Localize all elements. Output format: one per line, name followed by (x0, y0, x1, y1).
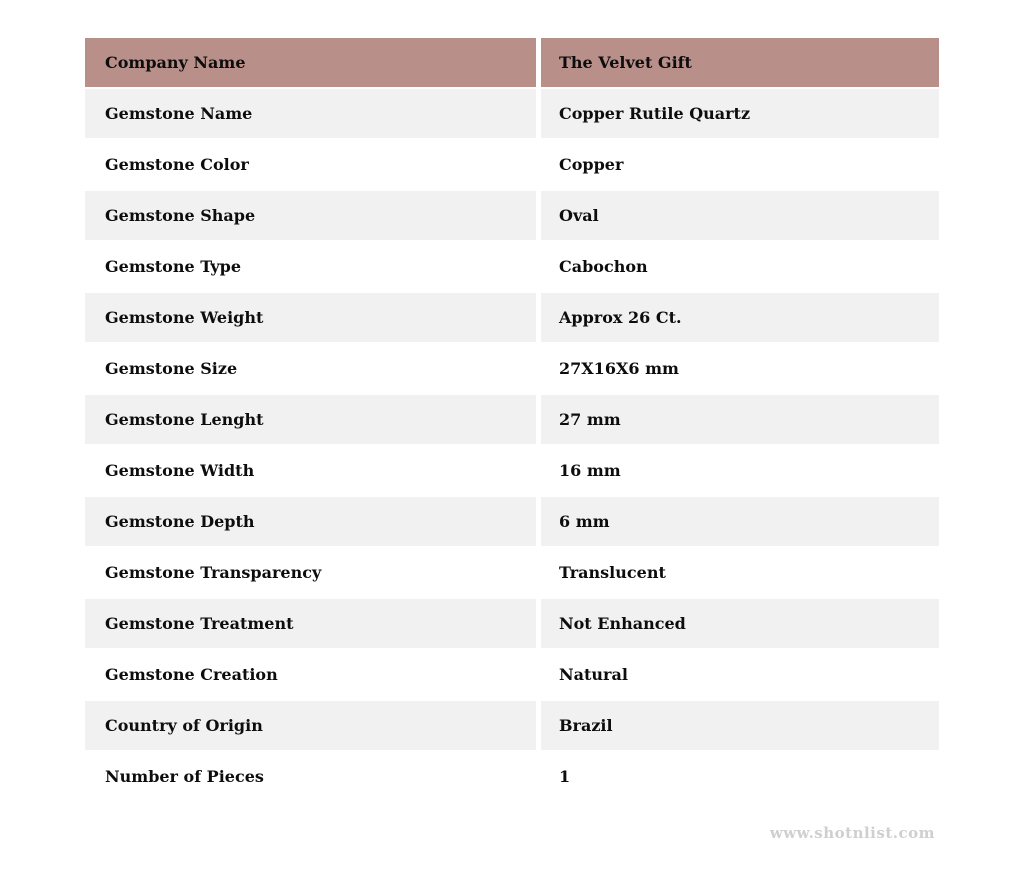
row-label-cell: Gemstone Shape (85, 191, 536, 240)
row-label-cell: Gemstone Width (85, 446, 536, 495)
row-value-cell: 6 mm (541, 497, 939, 546)
table-row: Gemstone Type Cabochon (85, 242, 939, 291)
row-value-cell: Copper (541, 140, 939, 189)
row-value-cell: 1 (541, 752, 939, 801)
row-value-cell: Copper Rutile Quartz (541, 89, 939, 138)
table-row: Number of Pieces 1 (85, 752, 939, 801)
table-row: Gemstone Color Copper (85, 140, 939, 189)
row-value-cell: Cabochon (541, 242, 939, 291)
table-row: Gemstone Depth 6 mm (85, 497, 939, 546)
row-value-cell: Approx 26 Ct. (541, 293, 939, 342)
row-label-cell: Gemstone Weight (85, 293, 536, 342)
row-label-cell: Gemstone Size (85, 344, 536, 393)
table-row: Gemstone Creation Natural (85, 650, 939, 699)
row-label-cell: Country of Origin (85, 701, 536, 750)
row-value-cell: 27X16X6 mm (541, 344, 939, 393)
table-row: Gemstone Name Copper Rutile Quartz (85, 89, 939, 138)
table-header-row: Company Name The Velvet Gift (85, 38, 939, 87)
row-label-cell: Gemstone Type (85, 242, 536, 291)
row-value-cell: Not Enhanced (541, 599, 939, 648)
table-row: Gemstone Shape Oval (85, 191, 939, 240)
gemstone-spec-table: Company Name The Velvet Gift Gemstone Na… (85, 38, 939, 801)
row-label-cell: Gemstone Name (85, 89, 536, 138)
row-label-cell: Gemstone Color (85, 140, 536, 189)
table-row: Gemstone Size 27X16X6 mm (85, 344, 939, 393)
watermark-text: www.shotnlist.com (769, 824, 935, 842)
content-area: Company Name The Velvet Gift Gemstone Na… (85, 38, 939, 842)
row-value-cell: 16 mm (541, 446, 939, 495)
row-label-cell: Number of Pieces (85, 752, 536, 801)
table-row: Gemstone Lenght 27 mm (85, 395, 939, 444)
header-cell-company-value: The Velvet Gift (541, 38, 939, 87)
table-row: Gemstone Weight Approx 26 Ct. (85, 293, 939, 342)
row-value-cell: Translucent (541, 548, 939, 597)
row-value-cell: 27 mm (541, 395, 939, 444)
row-label-cell: Gemstone Depth (85, 497, 536, 546)
table-row: Gemstone Transparency Translucent (85, 548, 939, 597)
row-value-cell: Brazil (541, 701, 939, 750)
table-row: Gemstone Width 16 mm (85, 446, 939, 495)
row-value-cell: Oval (541, 191, 939, 240)
row-value-cell: Natural (541, 650, 939, 699)
row-label-cell: Gemstone Creation (85, 650, 536, 699)
row-label-cell: Gemstone Lenght (85, 395, 536, 444)
table-row: Gemstone Treatment Not Enhanced (85, 599, 939, 648)
row-label-cell: Gemstone Treatment (85, 599, 536, 648)
row-label-cell: Gemstone Transparency (85, 548, 536, 597)
table-row: Country of Origin Brazil (85, 701, 939, 750)
header-cell-company-label: Company Name (85, 38, 536, 87)
